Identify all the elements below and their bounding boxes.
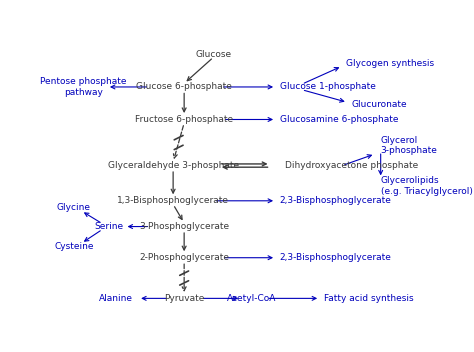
Text: Fructose 6-phosphate: Fructose 6-phosphate — [135, 115, 233, 124]
Text: Glucose 6-phosphate: Glucose 6-phosphate — [136, 82, 232, 92]
Text: Glucose: Glucose — [195, 50, 232, 59]
Text: Glycerolipids
(e.g. Triacylglycerol): Glycerolipids (e.g. Triacylglycerol) — [381, 176, 473, 196]
Text: 2-Phosphoglycerate: 2-Phosphoglycerate — [139, 253, 229, 262]
Text: Glucuronate: Glucuronate — [351, 100, 407, 109]
Text: Glyceraldehyde 3-phosphate: Glyceraldehyde 3-phosphate — [108, 161, 239, 170]
Text: 2,3-Bisphosphoglycerate: 2,3-Bisphosphoglycerate — [280, 253, 392, 262]
Text: Glycogen synthesis: Glycogen synthesis — [346, 59, 434, 68]
Text: Pentose phosphate
pathway: Pentose phosphate pathway — [40, 77, 127, 97]
Text: Cysteine: Cysteine — [54, 243, 94, 251]
Text: Serine: Serine — [94, 222, 123, 231]
Text: Glucosamine 6-phosphate: Glucosamine 6-phosphate — [280, 115, 398, 124]
Text: Pyruvate: Pyruvate — [164, 294, 204, 303]
Text: 3-Phosphoglycerate: 3-Phosphoglycerate — [139, 222, 229, 231]
Text: Glucose 1-phosphate: Glucose 1-phosphate — [280, 82, 375, 92]
Text: Dihydroxyacetone phosphate: Dihydroxyacetone phosphate — [285, 161, 419, 170]
Text: 1,3-Bisphosphoglycerate: 1,3-Bisphosphoglycerate — [117, 196, 229, 205]
Text: Fatty acid synthesis: Fatty acid synthesis — [324, 294, 413, 303]
Text: Alanine: Alanine — [99, 294, 133, 303]
Text: Glycine: Glycine — [57, 203, 91, 212]
Text: Glycerol
3-phosphate: Glycerol 3-phosphate — [381, 136, 438, 155]
Text: 2,3-Bisphosphoglycerate: 2,3-Bisphosphoglycerate — [280, 196, 392, 205]
Text: Acetyl-CoA: Acetyl-CoA — [228, 294, 277, 303]
